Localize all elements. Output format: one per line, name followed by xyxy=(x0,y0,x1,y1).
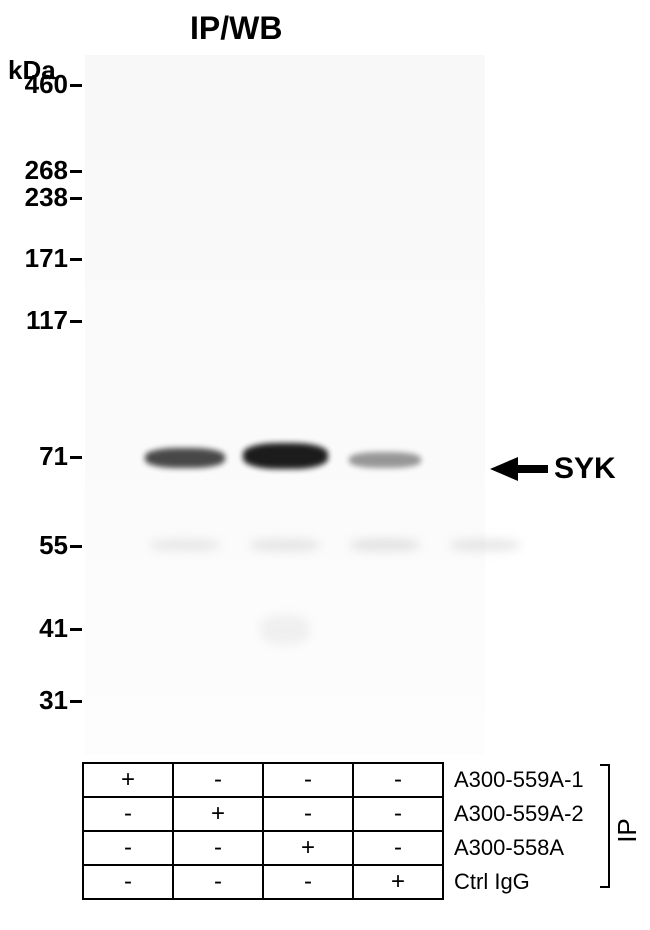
marker-label: 55 xyxy=(8,530,68,561)
lane-cell: - xyxy=(263,797,353,831)
ip-bracket xyxy=(600,764,610,888)
blot-faint-band xyxy=(150,539,220,551)
table-row: +---A300-559A-1 xyxy=(83,763,598,797)
marker-tick xyxy=(70,258,82,261)
blot-area xyxy=(85,55,485,755)
figure-title: IP/WB xyxy=(190,10,282,47)
blot-faint-band xyxy=(450,539,520,551)
lane-cell: - xyxy=(353,763,443,797)
marker-tick xyxy=(70,197,82,200)
target-label: SYK xyxy=(554,452,616,486)
lane-cell: - xyxy=(353,831,443,865)
antibody-label: A300-559A-2 xyxy=(443,797,598,831)
antibody-label: Ctrl IgG xyxy=(443,865,598,899)
marker-tick xyxy=(70,545,82,548)
table-row: --+-A300-558A xyxy=(83,831,598,865)
marker-label: 31 xyxy=(8,685,68,716)
lane-cell: - xyxy=(83,831,173,865)
antibody-label: A300-559A-1 xyxy=(443,763,598,797)
lane-cell: - xyxy=(173,763,263,797)
lane-cell: - xyxy=(83,865,173,899)
lane-cell: + xyxy=(263,831,353,865)
marker-label: 41 xyxy=(8,613,68,644)
lane-cell: - xyxy=(173,865,263,899)
marker-label: 117 xyxy=(8,305,68,336)
marker-label: 460 xyxy=(8,69,68,100)
ip-label: IP xyxy=(612,818,643,843)
arrow-shaft xyxy=(518,465,548,473)
lane-table: +---A300-559A-1-+--A300-559A-2--+-A300-5… xyxy=(82,762,599,900)
blot-faint-band xyxy=(260,615,310,645)
marker-tick xyxy=(70,700,82,703)
lane-cell: - xyxy=(263,763,353,797)
lane-cell: + xyxy=(353,865,443,899)
blot-band xyxy=(145,448,225,468)
marker-tick xyxy=(70,456,82,459)
marker-tick xyxy=(70,320,82,323)
arrow-head-icon xyxy=(490,457,518,481)
blot-band xyxy=(243,443,328,469)
lane-cell: + xyxy=(83,763,173,797)
marker-tick xyxy=(70,84,82,87)
table-row: -+--A300-559A-2 xyxy=(83,797,598,831)
blot-band xyxy=(349,452,421,468)
marker-label: 71 xyxy=(8,441,68,472)
marker-label: 171 xyxy=(8,243,68,274)
table-row: ---+Ctrl IgG xyxy=(83,865,598,899)
figure-container: IP/WB kDa 46026823817111771554131 SYK +-… xyxy=(0,0,650,930)
target-arrow: SYK xyxy=(490,452,616,486)
lane-cell: - xyxy=(173,831,263,865)
lane-cell: - xyxy=(263,865,353,899)
marker-label: 238 xyxy=(8,182,68,213)
marker-tick xyxy=(70,628,82,631)
lane-cell: - xyxy=(353,797,443,831)
antibody-label: A300-558A xyxy=(443,831,598,865)
marker-tick xyxy=(70,170,82,173)
lane-cell: + xyxy=(173,797,263,831)
lane-cell: - xyxy=(83,797,173,831)
blot-faint-band xyxy=(250,539,320,551)
blot-faint-band xyxy=(350,539,420,551)
